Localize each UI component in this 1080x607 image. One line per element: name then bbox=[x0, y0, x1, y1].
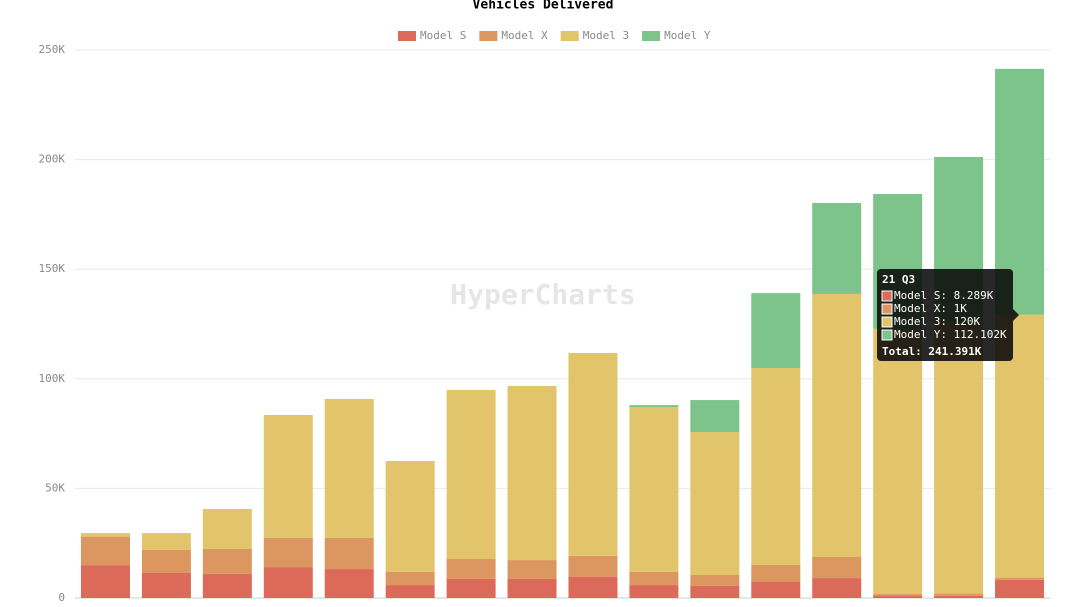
bar-segment bbox=[568, 352, 618, 556]
bar-segment bbox=[934, 593, 984, 596]
bar-segment bbox=[385, 461, 435, 572]
legend-label: Model S bbox=[420, 29, 466, 42]
bar-segment bbox=[812, 293, 862, 558]
bar-segment bbox=[80, 565, 130, 598]
bar-segment bbox=[995, 579, 1045, 598]
tooltip-line: Model X: 1K bbox=[894, 302, 967, 315]
tooltip-swatch bbox=[881, 290, 893, 302]
bar-segment bbox=[324, 537, 374, 570]
legend-swatch bbox=[479, 31, 498, 41]
bar-segment bbox=[690, 585, 740, 598]
bar-segment bbox=[80, 536, 130, 566]
legend-label: Model 3 bbox=[583, 29, 629, 42]
bar-segment bbox=[263, 414, 313, 538]
tooltip-swatch bbox=[881, 303, 893, 315]
bar-segment bbox=[141, 573, 191, 598]
bar-segment bbox=[812, 578, 862, 598]
bar-segment bbox=[995, 577, 1045, 580]
bar-segment bbox=[812, 557, 862, 579]
bar-segment bbox=[629, 585, 679, 598]
bar-segment bbox=[934, 595, 984, 598]
bar-segment bbox=[507, 386, 557, 561]
watermark: HyperCharts bbox=[450, 278, 635, 311]
bar-segment bbox=[690, 432, 740, 575]
bar-segment bbox=[324, 569, 374, 598]
bar-segment bbox=[80, 533, 130, 537]
tooltip-line: Model 3: 120K bbox=[894, 315, 980, 328]
bar-segment bbox=[507, 560, 557, 579]
legend-swatch bbox=[642, 31, 661, 41]
legend-swatch bbox=[398, 31, 416, 41]
bar-segment bbox=[751, 564, 801, 582]
bar-segment bbox=[202, 573, 252, 598]
bar-segment bbox=[202, 509, 252, 549]
tooltip-swatch bbox=[881, 316, 893, 328]
y-tick-label: 100K bbox=[39, 372, 66, 385]
bar-segment bbox=[385, 585, 435, 598]
bar-segment bbox=[385, 571, 435, 586]
tooltip-line: Model Y: 112.102K bbox=[894, 328, 1007, 341]
bar-segment bbox=[202, 548, 252, 574]
bar-segment bbox=[751, 368, 801, 565]
tooltip-box bbox=[877, 269, 1013, 361]
bar-segment bbox=[873, 596, 923, 598]
x-tick-label: 21 Q3 bbox=[1003, 605, 1036, 607]
bar-segment bbox=[446, 558, 496, 579]
bar-segment bbox=[141, 533, 191, 550]
chart-title: Vehicles Delivered bbox=[473, 0, 614, 13]
bar-segment bbox=[690, 400, 740, 433]
bar-segment bbox=[751, 293, 801, 369]
bar-segment bbox=[568, 555, 618, 577]
bar-segment bbox=[446, 578, 496, 598]
legend-label: Model Y bbox=[664, 29, 711, 42]
bar-segment bbox=[629, 407, 679, 572]
bar-segment bbox=[629, 571, 679, 586]
legend: Model S Model X Model 3 Model Y bbox=[398, 29, 711, 42]
tooltip-total: Total: 241.391K bbox=[882, 345, 982, 358]
y-tick-label: 200K bbox=[39, 153, 66, 166]
y-tick-label: 0 bbox=[58, 591, 65, 604]
bar-segment bbox=[629, 405, 679, 408]
legend-swatch bbox=[560, 31, 579, 41]
bar-segment bbox=[263, 567, 313, 598]
bar-segment bbox=[690, 574, 740, 586]
bar-segment bbox=[263, 537, 313, 568]
bar-segment bbox=[507, 578, 557, 598]
bar-segment bbox=[141, 549, 191, 574]
y-tick-label: 50K bbox=[45, 481, 65, 494]
bar-segment bbox=[324, 398, 374, 538]
tooltip-arrow bbox=[1013, 309, 1019, 321]
tooltip-line: Model S: 8.289K bbox=[894, 289, 994, 302]
bar-segment bbox=[934, 321, 984, 594]
y-tick-label: 150K bbox=[39, 262, 66, 275]
bar-segment bbox=[812, 203, 862, 294]
bar-segment bbox=[873, 594, 923, 597]
y-tick-label: 250K bbox=[39, 43, 66, 56]
tooltip-title: 21 Q3 bbox=[882, 273, 915, 286]
tooltip-swatch bbox=[881, 329, 893, 341]
bar-segment bbox=[873, 328, 923, 595]
legend-label: Model X bbox=[501, 29, 548, 42]
bar-segment bbox=[751, 581, 801, 598]
bar-segment bbox=[446, 389, 496, 559]
bar-segment bbox=[568, 576, 618, 598]
